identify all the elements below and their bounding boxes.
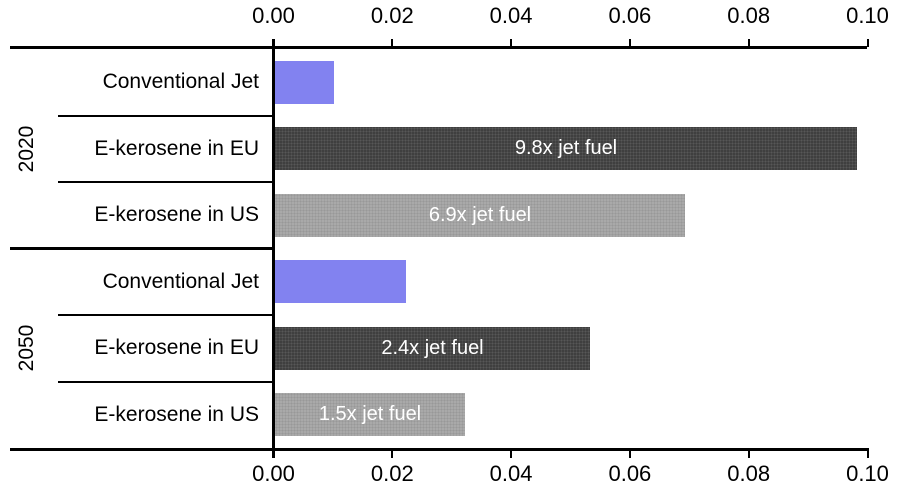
x-axis-bottom-tick-label: 0.06 — [608, 461, 652, 486]
bar-2050-e_kerosene_us: 1.5x jet fuel — [275, 393, 465, 437]
x-axis-top-tick-label: 0.06 — [608, 3, 652, 28]
category-divider-line — [58, 380, 272, 383]
bar-value-label: 6.9x jet fuel — [428, 203, 532, 226]
category-divider-line — [58, 114, 272, 117]
x-axis-top-tick-mark — [510, 39, 513, 47]
category-label: E-kerosene in US — [94, 203, 259, 226]
x-axis-top-tick-mark — [747, 39, 750, 47]
category-label: E-kerosene in EU — [94, 136, 259, 160]
group-label-2020: 2020 — [15, 125, 38, 173]
bar-2050-e_kerosene_eu: 2.4x jet fuel — [275, 326, 590, 370]
category-label: Conventional Jet — [102, 70, 259, 93]
bar-value-label: 1.5x jet fuel — [318, 403, 422, 426]
top-axis-line — [10, 46, 867, 49]
x-axis-top-tick-label: 0.08 — [727, 3, 771, 28]
x-axis-top-tick-label: 0.04 — [489, 3, 533, 28]
category-label: E-kerosene in EU — [94, 336, 259, 359]
x-axis-bottom-tick-label: 0.04 — [489, 461, 533, 486]
x-axis-top-tick-label: 0.00 — [252, 3, 295, 28]
x-axis-bottom-tick-mark — [747, 448, 750, 458]
category-divider-line — [58, 314, 272, 316]
x-axis-top-tick-mark — [391, 39, 394, 47]
group-divider-line — [10, 247, 272, 250]
x-axis-top-tick-mark — [628, 39, 631, 47]
category-label: E-kerosene in US — [94, 402, 259, 426]
x-axis-top-tick-label: 0.02 — [370, 3, 414, 28]
bar-2020-conventional_jet — [275, 60, 334, 104]
group-label-2050: 2050 — [15, 324, 38, 372]
x-axis-top-tick-mark — [866, 39, 869, 47]
x-axis-bottom-tick-label: 0.08 — [727, 461, 771, 486]
category-divider-line — [58, 181, 272, 183]
bar-value-label: 9.8x jet fuel — [514, 137, 618, 160]
bar-value-label: 2.4x jet fuel — [381, 336, 484, 359]
bar-2020-e_kerosene_us: 6.9x jet fuel — [275, 193, 685, 237]
x-axis-top-tick-label: 0.10 — [846, 3, 889, 28]
x-axis-bottom-tick-mark — [510, 448, 513, 458]
x-axis-bottom-tick-label: 0.00 — [252, 461, 295, 486]
bar-2020-e_kerosene_eu: 9.8x jet fuel — [275, 127, 857, 171]
bottom-axis-line — [10, 448, 867, 451]
x-axis-bottom-tick-mark — [628, 448, 631, 458]
x-axis-bottom-tick-label: 0.02 — [370, 461, 414, 486]
x-axis-bottom-tick-label: 0.10 — [846, 461, 889, 486]
x-axis-bottom-tick-mark — [391, 448, 394, 458]
x-axis-bottom-tick-mark — [866, 448, 869, 458]
zero-axis-line — [272, 39, 275, 458]
category-label: Conventional Jet — [102, 269, 259, 293]
bar-2050-conventional_jet — [275, 260, 406, 304]
